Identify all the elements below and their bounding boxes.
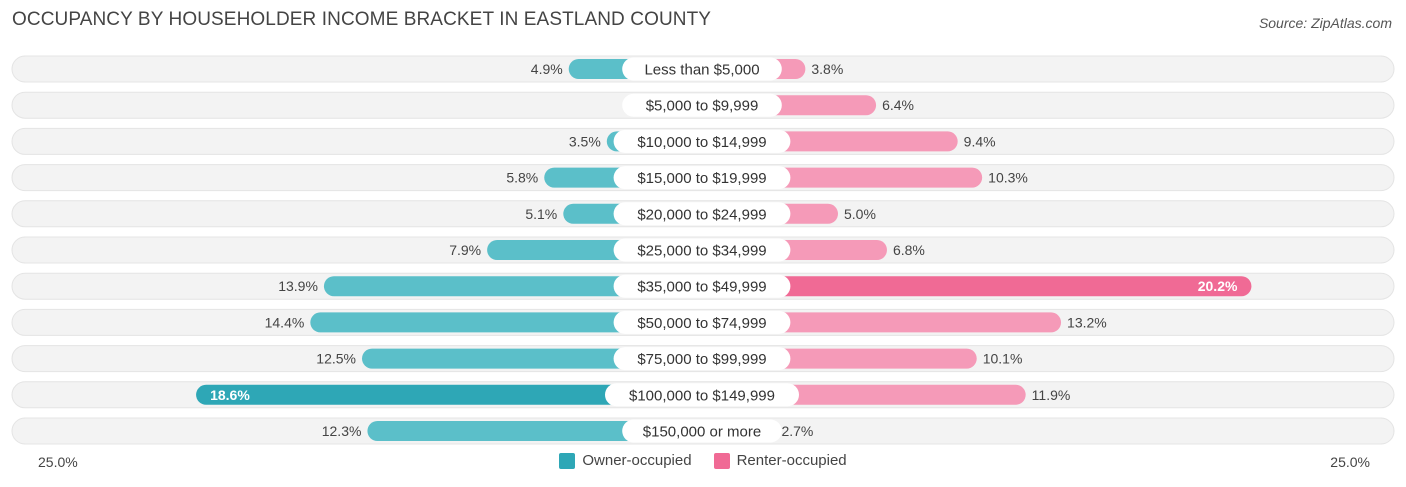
owner-value-label: 5.1% [525,206,557,222]
legend-swatch-owner [559,452,576,469]
category-pill [613,274,791,298]
category-label: $20,000 to $24,999 [637,206,766,223]
owner-value-label: 7.9% [449,242,481,258]
legend-label-renter: Renter-occupied [736,452,847,469]
owner-bar [323,276,702,297]
owner-value-label: 3.5% [569,133,601,149]
category-label: $25,000 to $34,999 [637,243,766,260]
renter-value-label: 3.8% [811,61,843,77]
chart-title: OCCUPANCY BY HOUSEHOLDER INCOME BRACKET … [12,9,712,30]
category-pill [613,166,791,190]
renter-bar [702,312,1062,333]
source-credit: Source: ZipAtlas.com [1258,15,1392,31]
owner-value-label: 5.8% [506,170,538,186]
category-label: $35,000 to $49,999 [637,279,766,296]
owner-bar [310,312,702,333]
legend-swatch-renter [713,452,730,469]
legend: Owner-occupied Renter-occupied [0,452,1406,469]
renter-bar [702,276,1252,297]
owner-bar [367,421,702,441]
renter-value-label: 9.4% [964,133,996,149]
owner-value-label: 12.3% [322,423,362,439]
category-pill [622,93,782,117]
legend-item-owner[interactable]: Owner-occupied [559,452,692,469]
owner-value-label: 14.4% [265,314,305,330]
category-pill [622,419,782,443]
renter-value-label: 2.7% [781,423,813,439]
owner-bar [196,384,702,405]
owner-value-label: 12.5% [316,351,356,367]
category-label: $75,000 to $99,999 [637,351,766,368]
category-pill [622,57,782,81]
category-label: $15,000 to $19,999 [637,170,766,187]
category-pill [605,383,799,407]
renter-value-label: 10.1% [983,351,1023,367]
category-label: $50,000 to $74,999 [637,315,766,332]
category-label: $150,000 or more [643,424,761,441]
category-label: Less than $5,000 [644,62,759,79]
category-pill [613,202,791,226]
category-pill [613,310,791,334]
renter-value-label: 6.8% [893,242,925,258]
category-label: $100,000 to $149,999 [629,387,775,404]
category-pill [613,347,791,371]
legend-item-renter[interactable]: Renter-occupied [713,452,847,469]
renter-value-label: 5.0% [844,206,876,222]
owner-value-label: 4.9% [531,61,563,77]
category-pill [613,129,791,153]
owner-value-label: 13.9% [278,278,318,294]
renter-value-label: 20.2% [1198,278,1238,294]
renter-value-label: 11.9% [1032,387,1071,403]
category-pill [613,238,791,262]
renter-value-label: 13.2% [1067,314,1107,330]
axis-left-label: 25.0% [38,454,78,470]
category-label: $10,000 to $14,999 [637,134,766,151]
renter-value-label: 6.4% [882,97,914,113]
renter-value-label: 10.3% [988,170,1028,186]
category-label: $5,000 to $9,999 [646,98,759,115]
legend-label-owner: Owner-occupied [582,452,692,469]
axis-right-label: 25.0% [1330,454,1370,470]
owner-value-label: 18.6% [210,387,250,403]
